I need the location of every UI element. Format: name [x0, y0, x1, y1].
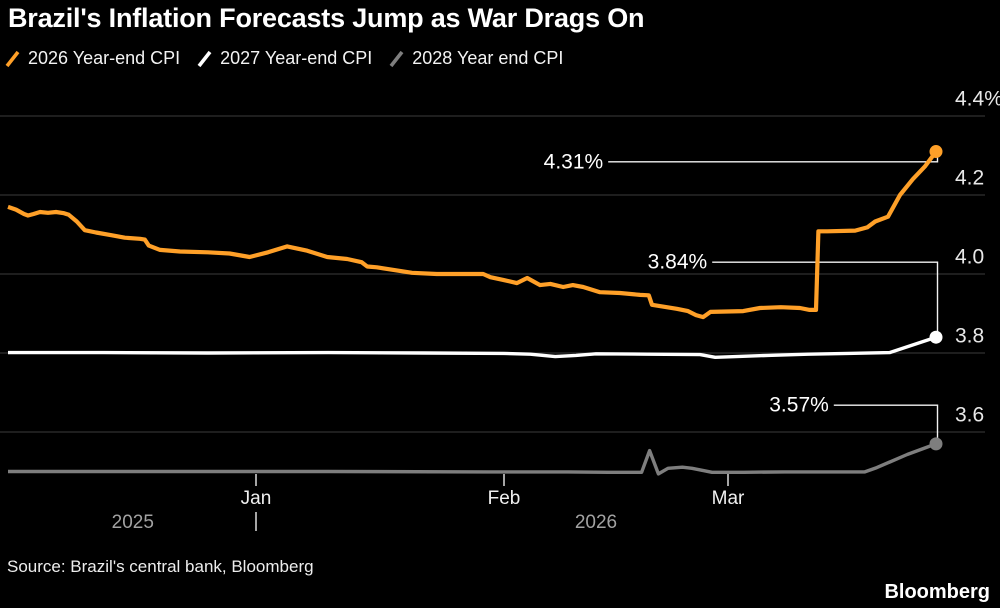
series-line-2027	[8, 335, 937, 359]
x-axis-label: Feb	[488, 488, 521, 509]
legend-label: 2026 Year-end CPI	[28, 48, 181, 68]
x-axis-label: Mar	[712, 488, 745, 509]
legend-label: 2028 Year end CPI	[412, 48, 564, 68]
legend-item-2027: 2027 Year-end CPI	[197, 48, 372, 69]
source-note: Source: Brazil's central bank, Bloomberg	[7, 557, 314, 576]
legend-item-2026: 2026 Year-end CPI	[5, 48, 180, 69]
bloomberg-logo: Bloomberg	[884, 581, 990, 603]
chart: 4.4% 4.2 4.0 3.8 3.6 Jan Feb Mar 2025 2026 4.31% 3.…	[0, 88, 1000, 533]
legend-marker-icon	[389, 50, 404, 67]
legend-label: 2027 Year-end CPI	[220, 48, 373, 68]
y-axis-label: 3.6	[955, 404, 984, 427]
annotation-label: 3.84%	[648, 251, 708, 274]
series-line-2028	[8, 442, 937, 476]
legend-marker-icon	[5, 50, 20, 67]
year-label: 2025	[112, 512, 154, 533]
annotation-callout-line	[712, 261, 939, 338]
chart-title: Brazil's Inflation Forecasts Jump as War…	[8, 3, 645, 33]
y-axis-label: 3.8	[955, 325, 984, 348]
y-axis-label: 4.0	[955, 246, 984, 269]
legend-item-2028: 2028 Year end CPI	[389, 48, 563, 69]
series-endpoint-2026	[929, 145, 943, 159]
legend: 2026 Year-end CPI 2027 Year-end CPI 2028 Y…	[5, 48, 563, 69]
annotation-label: 3.57%	[769, 394, 829, 417]
annotation-label: 4.31%	[544, 150, 604, 173]
series-endpoint-2027	[929, 330, 943, 344]
year-label: 2026	[575, 512, 617, 533]
series-line-2026	[7, 150, 938, 320]
y-axis-label: 4.2	[955, 167, 984, 190]
annotation-callout-line	[608, 151, 939, 163]
x-axis-label: Jan	[241, 488, 272, 509]
series-endpoint-2028	[929, 437, 943, 451]
annotation-callout-line	[833, 404, 939, 444]
legend-marker-icon	[197, 50, 212, 67]
y-axis-label: 4.4%	[955, 88, 1000, 111]
